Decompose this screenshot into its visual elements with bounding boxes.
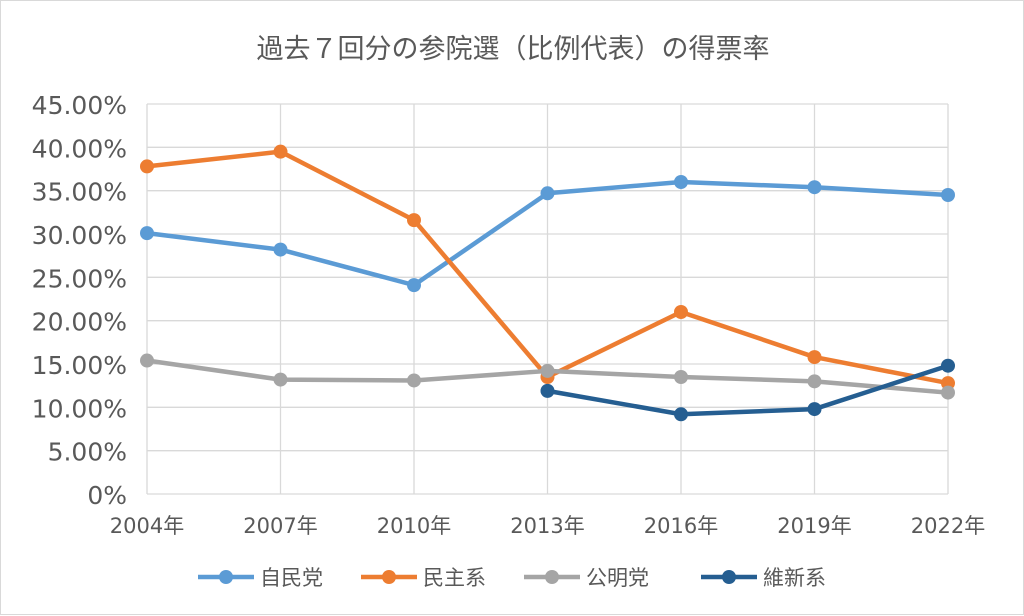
data-point	[407, 373, 421, 388]
data-point	[273, 144, 288, 159]
data-point	[140, 226, 154, 241]
data-point	[674, 370, 688, 384]
data-point	[941, 188, 955, 202]
series-line-維新系	[547, 363, 949, 417]
y-tick-label: 40.00%	[32, 134, 127, 163]
y-tick-label: 35.00%	[32, 178, 127, 207]
data-point	[140, 159, 154, 174]
data-point	[674, 175, 688, 189]
data-point	[941, 385, 955, 400]
y-tick-label: 5.00%	[48, 438, 127, 467]
legend-label: 公明党	[586, 566, 649, 590]
x-tick-label: 2016年	[644, 514, 718, 538]
data-point	[140, 353, 154, 368]
data-point	[407, 213, 421, 228]
data-point	[807, 402, 822, 417]
legend-label: 自民党	[260, 566, 323, 590]
y-tick-label: 0%	[87, 481, 127, 510]
y-tick-label: 45.00%	[32, 91, 127, 120]
data-point	[540, 383, 555, 398]
x-tick-label: 2010年	[377, 514, 451, 538]
data-point	[540, 186, 555, 201]
y-tick-label: 10.00%	[32, 394, 127, 423]
data-point	[407, 278, 421, 293]
data-point	[674, 407, 688, 422]
data-point	[807, 374, 822, 389]
legend-marker	[545, 570, 559, 584]
y-tick-label: 15.00%	[32, 351, 127, 380]
y-tick-label: 20.00%	[32, 308, 127, 337]
legend-marker	[382, 570, 396, 584]
data-point	[674, 305, 688, 319]
legend-label: 維新系	[763, 566, 826, 590]
legend-marker	[219, 570, 233, 584]
y-tick-label: 25.00%	[32, 264, 127, 293]
data-point	[807, 350, 822, 365]
y-tick-label: 30.00%	[32, 221, 127, 250]
x-tick-label: 2019年	[777, 514, 851, 538]
x-tick-label: 2007年	[243, 514, 317, 538]
data-point	[807, 180, 822, 195]
legend-label: 民主系	[423, 566, 486, 590]
x-tick-label: 2013年	[510, 514, 584, 538]
x-tick-label: 2022年	[911, 514, 985, 538]
data-point	[941, 358, 955, 373]
legend-marker	[722, 570, 736, 584]
chart-title: 過去７回分の参院選（比例代表）の得票率	[257, 34, 770, 65]
data-point	[540, 363, 555, 378]
data-point	[273, 372, 288, 387]
x-tick-label: 2004年	[110, 514, 184, 538]
data-point	[273, 242, 288, 257]
